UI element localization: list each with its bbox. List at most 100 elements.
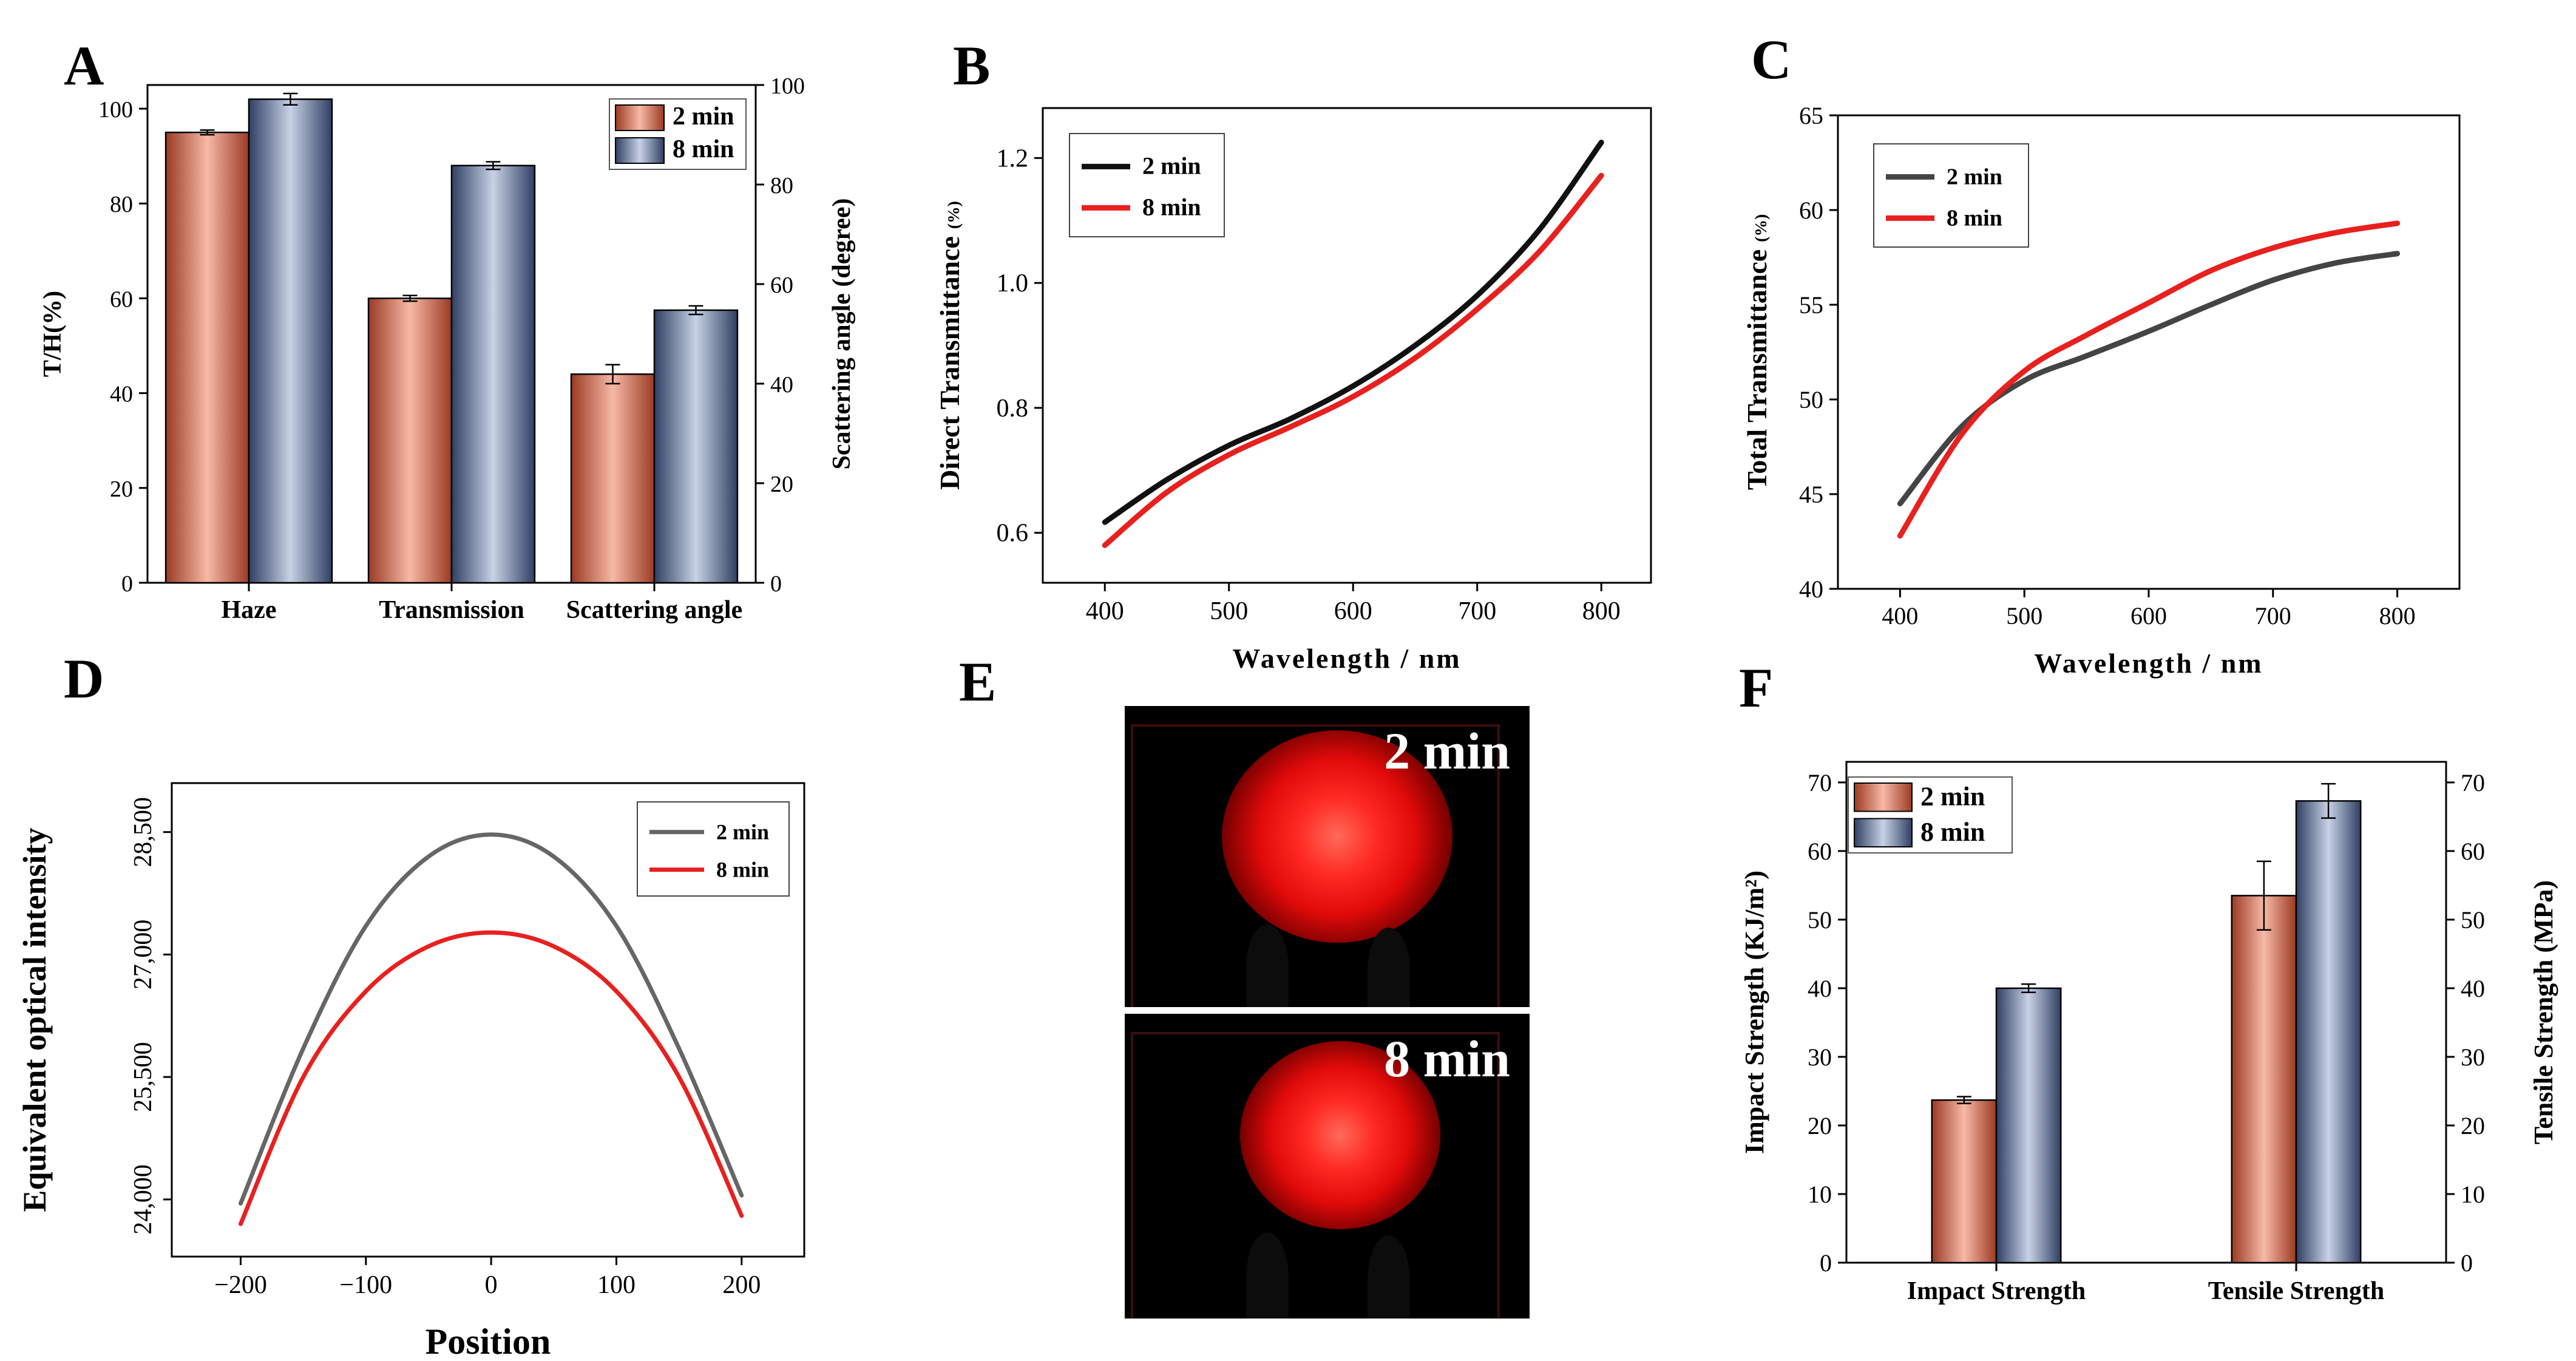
photo-2min-frame bbox=[1131, 724, 1500, 1007]
series-line-2min bbox=[1897, 251, 2401, 507]
y-right-tick-label: 50 bbox=[2461, 906, 2485, 934]
x-tick-label: 400 bbox=[1086, 597, 1124, 625]
legend-swatch-2min bbox=[1854, 782, 1913, 812]
bar-2min bbox=[367, 297, 453, 584]
y-tick-label: 25,500 bbox=[129, 1042, 157, 1112]
chart-d: −200 −100 0 100 200 24,000 25,500 27,000 28,500 P… bbox=[16, 782, 805, 1361]
y-tick-label: 60 bbox=[110, 287, 133, 312]
legend-label-8min: 8 min bbox=[1947, 205, 2002, 231]
y-axis-label: Direct Transmittance(%) bbox=[934, 201, 965, 490]
x-category-label: Impact Strength bbox=[1907, 1277, 2086, 1305]
x-tick-label: 700 bbox=[1458, 597, 1496, 625]
panel-label-e: E bbox=[959, 651, 997, 713]
bar-8min bbox=[248, 98, 333, 584]
photo-8min-shadow-left bbox=[1246, 1232, 1289, 1319]
y-right-axis-label: Scattering angle (degree) bbox=[828, 198, 856, 469]
x-tick-label: 700 bbox=[2255, 602, 2291, 630]
x-tick-label: 500 bbox=[2006, 602, 2042, 630]
y-right-tick-label: 20 bbox=[770, 472, 793, 497]
legend-swatch-8min bbox=[1854, 818, 1913, 847]
photo-8min-caption: 8 min bbox=[1384, 1030, 1510, 1088]
y-tick-label: 100 bbox=[98, 97, 133, 123]
series-line-8min bbox=[1897, 220, 2401, 539]
x-category-label: Scattering angle bbox=[566, 596, 742, 624]
panel-label-d: D bbox=[64, 648, 104, 710]
y-tick-label: 40 bbox=[1799, 575, 1823, 603]
bar-8min bbox=[1995, 987, 2062, 1264]
x-axis-label: Wavelength / nm bbox=[1232, 643, 1461, 674]
y-tick-label: 0.8 bbox=[997, 395, 1029, 423]
x-tick-label: 600 bbox=[2130, 602, 2167, 630]
legend-box bbox=[1873, 143, 2029, 248]
bar-8min bbox=[2295, 800, 2362, 1264]
panel-label-c: C bbox=[1751, 29, 1792, 90]
photo-8min-light-spot bbox=[1240, 1041, 1440, 1229]
series-line-2min bbox=[1102, 140, 1604, 525]
y-tick-label: 28,500 bbox=[129, 797, 157, 867]
y-axis-label: Impact Strength (KJ/m²) bbox=[1740, 871, 1769, 1154]
x-tick-label: 100 bbox=[597, 1271, 636, 1299]
y-tick-label: 30 bbox=[1808, 1044, 1832, 1071]
bar-8min bbox=[450, 165, 536, 584]
y-tick-label: 55 bbox=[1799, 291, 1823, 319]
y-axis-unit: (%) bbox=[1751, 214, 1770, 242]
y-tick-label: 60 bbox=[1808, 838, 1832, 865]
y-right-tick-label: 60 bbox=[770, 273, 793, 298]
bar-2min bbox=[164, 131, 250, 584]
legend-label-2min: 2 min bbox=[1920, 782, 1985, 812]
legend-label-2min: 2 min bbox=[1947, 164, 2002, 189]
legend-label-8min: 8 min bbox=[1920, 817, 1985, 847]
x-tick-label: −100 bbox=[339, 1271, 392, 1299]
series-line-8min bbox=[1102, 172, 1604, 548]
y-tick-label: 80 bbox=[110, 192, 133, 217]
legend-label-2min: 2 min bbox=[716, 820, 769, 844]
y-tick-label: 24,000 bbox=[129, 1164, 157, 1235]
x-tick-label: 0 bbox=[485, 1271, 498, 1299]
panel-label-a: A bbox=[64, 35, 104, 97]
y-right-tick-label: 40 bbox=[770, 372, 793, 398]
bar-2min bbox=[2231, 895, 2297, 1264]
y-right-tick-label: 20 bbox=[2461, 1112, 2485, 1139]
y-tick-label: 65 bbox=[1799, 102, 1823, 129]
photo-2min-shadow-left bbox=[1246, 925, 1289, 1007]
series-line-2min bbox=[238, 832, 744, 1206]
bar-8min bbox=[653, 309, 739, 584]
y-axis-label: Total Transmittance(%) bbox=[1741, 214, 1772, 490]
plot-frame bbox=[1042, 107, 1652, 584]
x-category-label: Tensile Strength bbox=[2208, 1277, 2385, 1305]
x-tick-label: 400 bbox=[1882, 602, 1918, 630]
y-right-tick-label: 60 bbox=[2461, 838, 2485, 865]
y-tick-label: 50 bbox=[1799, 386, 1823, 413]
y-right-tick-label: 10 bbox=[2461, 1181, 2485, 1208]
y-tick-label: 50 bbox=[1808, 906, 1832, 934]
plot-frame bbox=[171, 782, 805, 1258]
y-tick-label: 0.6 bbox=[997, 520, 1029, 548]
chart-a: 0 20 40 60 80 100 0 20 40 60 80 100 Haze Transmission… bbox=[39, 73, 856, 624]
legend-label-8min: 8 min bbox=[716, 858, 769, 882]
y-tick-label: 20 bbox=[110, 477, 133, 502]
photo-8min-frame bbox=[1131, 1032, 1500, 1319]
y-axis-label: Equivalent optical intensity bbox=[16, 827, 53, 1212]
series-line-8min bbox=[238, 930, 744, 1226]
y-tick-label: 40 bbox=[110, 382, 133, 407]
photo-8min: 8 min bbox=[1125, 1014, 1530, 1319]
legend-box bbox=[1069, 133, 1225, 237]
x-category-label: Haze bbox=[222, 596, 277, 624]
photo-2min-caption: 2 min bbox=[1384, 722, 1510, 780]
x-category-label: Transmission bbox=[379, 596, 524, 624]
legend-label-8min: 8 min bbox=[673, 135, 734, 163]
photo-2min-shadow-right bbox=[1368, 928, 1410, 1007]
y-right-tick-label: 0 bbox=[770, 571, 782, 597]
y-axis-label: T/H(%) bbox=[39, 291, 67, 377]
chart-c: 400 500 600 700 800 40 45 50 55 60 65 Wavelength / … bbox=[1741, 102, 2461, 679]
y-tick-label: 10 bbox=[1808, 1181, 1832, 1208]
legend-label-2min: 2 min bbox=[673, 103, 734, 131]
x-tick-label: 800 bbox=[2379, 602, 2416, 630]
legend-swatch-2min bbox=[615, 104, 665, 131]
photo-2min-light-spot bbox=[1222, 730, 1452, 943]
y-right-tick-label: 70 bbox=[2461, 769, 2485, 796]
y-tick-label: 27,000 bbox=[129, 920, 157, 990]
chart-b: 400 500 600 700 800 0.6 0.8 1.0 1.2 Wavelength / … bbox=[934, 107, 1652, 674]
panel-label-b: B bbox=[953, 35, 991, 97]
y-right-tick-label: 30 bbox=[2461, 1044, 2485, 1071]
